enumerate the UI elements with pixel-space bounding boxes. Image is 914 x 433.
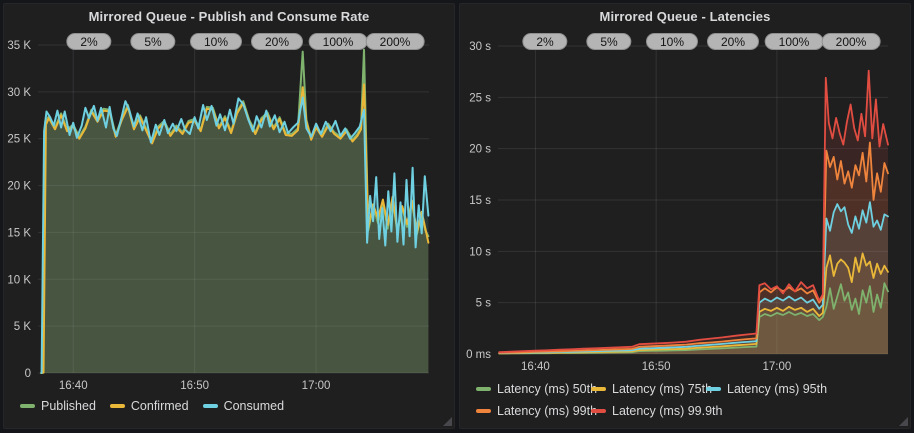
- legend-item-latency-ms-99th[interactable]: Latency (ms) 99th: [476, 403, 597, 418]
- series-areas: [499, 70, 888, 354]
- annotation-pill-10[interactable]: 10%: [189, 33, 243, 50]
- x-tick-label: 16:50: [642, 361, 671, 373]
- series-color-swatch: [591, 408, 606, 413]
- axis-labels: 0 ms 5 s 10 s 15 s 20 s 25 s 30 s 16:40 16:50 17:…: [466, 41, 791, 373]
- series-areas: [41, 49, 429, 374]
- panel-title[interactable]: Mirrored Queue - Latencies: [599, 9, 771, 24]
- annotation-pill-2[interactable]: 2%: [66, 33, 112, 50]
- annotation-pill-100[interactable]: 100%: [308, 33, 368, 50]
- annotation-pill-200[interactable]: 200%: [821, 33, 881, 50]
- legend-item-published[interactable]: Published: [20, 398, 96, 413]
- series-name: Latency (ms) 75th: [612, 381, 713, 396]
- annotation-pill-200[interactable]: 200%: [365, 33, 425, 50]
- y-tick-label: 20 K: [7, 181, 31, 193]
- y-tick-label: 20 s: [469, 144, 491, 156]
- series-name: Latency (ms) 99.9th: [612, 403, 723, 418]
- series-color-swatch: [202, 403, 218, 408]
- series-color-swatch: [109, 403, 125, 408]
- area-latency-ms-75th: [499, 253, 888, 354]
- y-tick-label: 30 K: [7, 87, 31, 99]
- series-name: Confirmed: [130, 398, 189, 413]
- annotation-pill-20[interactable]: 20%: [706, 33, 760, 50]
- series-lines: [40, 48, 430, 374]
- y-tick-label: 15 K: [7, 227, 31, 239]
- series-name: Consumed: [223, 398, 285, 413]
- legend: Latency (ms) 50th Latency (ms) 75th Latenc…: [476, 381, 902, 418]
- panel-title[interactable]: Mirrored Queue - Publish and Consume Rat…: [88, 9, 370, 24]
- annotation-pill-10[interactable]: 10%: [645, 33, 699, 50]
- y-tick-label: 25 s: [469, 92, 491, 104]
- y-tick-label: 35 K: [7, 40, 31, 52]
- y-tick-label: 5 K: [14, 321, 32, 333]
- y-tick-label: 30 s: [469, 41, 491, 53]
- area-consumed: [41, 97, 429, 373]
- annotation-pill-5[interactable]: 5%: [130, 33, 176, 50]
- line-latency-ms-95th: [498, 201, 889, 354]
- series-name: Published: [41, 398, 96, 413]
- annotation-pill-5[interactable]: 5%: [586, 33, 632, 50]
- annotation-pill-100[interactable]: 100%: [764, 33, 824, 50]
- axis-labels: 0 5 K 10 K 15 K 20 K 25 K 30 K 35 K 16:40 16:50 17…: [7, 40, 330, 392]
- legend-item-latency-ms-95th[interactable]: Latency (ms) 95th: [706, 381, 827, 396]
- legend-item-confirmed[interactable]: Confirmed: [109, 398, 189, 413]
- y-tick-label: 5 s: [476, 298, 492, 310]
- x-tick-label: 16:40: [521, 361, 550, 373]
- y-tick-label: 15 s: [469, 195, 491, 207]
- series-color-swatch: [476, 386, 491, 391]
- series-color-swatch: [591, 386, 606, 391]
- area-latency-ms-95th: [499, 202, 888, 354]
- latency-chart[interactable]: 0 ms 5 s 10 s 15 s 20 s 25 s 30 s 16:40 16:50 17:…: [460, 4, 912, 430]
- panel-latencies: Mirrored Queue - Latencies 2% 5% 10% 20% 100…: [459, 3, 911, 429]
- legend-item-latency-ms-50th[interactable]: Latency (ms) 50th: [476, 381, 597, 396]
- legend: Published Confirmed Consumed: [20, 398, 446, 413]
- x-tick-label: 17:00: [302, 380, 331, 392]
- series-name: Latency (ms) 95th: [727, 381, 828, 396]
- panel-resize-handle[interactable]: [443, 417, 452, 426]
- annotation-pill-2[interactable]: 2%: [522, 33, 568, 50]
- series-lines: [498, 69, 889, 355]
- legend-item-latency-ms-99-9th[interactable]: Latency (ms) 99.9th: [591, 403, 722, 418]
- series-name: Latency (ms) 99th: [497, 403, 598, 418]
- series-color-swatch: [476, 408, 491, 413]
- x-tick-label: 16:40: [59, 380, 88, 392]
- series-color-swatch: [706, 386, 721, 391]
- rate-chart[interactable]: 0 5 K 10 K 15 K 20 K 25 K 30 K 35 K 16:40 16:50 17…: [4, 4, 456, 430]
- panel-resize-handle[interactable]: [899, 417, 908, 426]
- legend-item-latency-ms-75th[interactable]: Latency (ms) 75th: [591, 381, 712, 396]
- line-consumed: [40, 96, 430, 374]
- y-tick-label: 0: [25, 368, 31, 380]
- line-latency-ms-99-9th: [498, 69, 889, 354]
- y-tick-label: 25 K: [7, 134, 31, 146]
- annotation-pill-20[interactable]: 20%: [250, 33, 304, 50]
- area-latency-ms-50th: [499, 283, 888, 354]
- panel-publish-consume-rate: Mirrored Queue - Publish and Consume Rat…: [3, 3, 455, 429]
- area-confirmed: [41, 84, 429, 374]
- series-name: Latency (ms) 50th: [497, 381, 598, 396]
- x-tick-label: 17:00: [763, 361, 792, 373]
- y-tick-label: 10 K: [7, 274, 31, 286]
- area-latency-ms-99th: [499, 142, 888, 354]
- legend-item-consumed[interactable]: Consumed: [202, 398, 285, 413]
- series-color-swatch: [20, 403, 35, 408]
- y-tick-label: 10 s: [469, 246, 491, 258]
- x-tick-label: 16:50: [180, 380, 209, 392]
- y-tick-label: 0 ms: [466, 349, 491, 361]
- area-latency-ms-99-9th: [499, 70, 888, 354]
